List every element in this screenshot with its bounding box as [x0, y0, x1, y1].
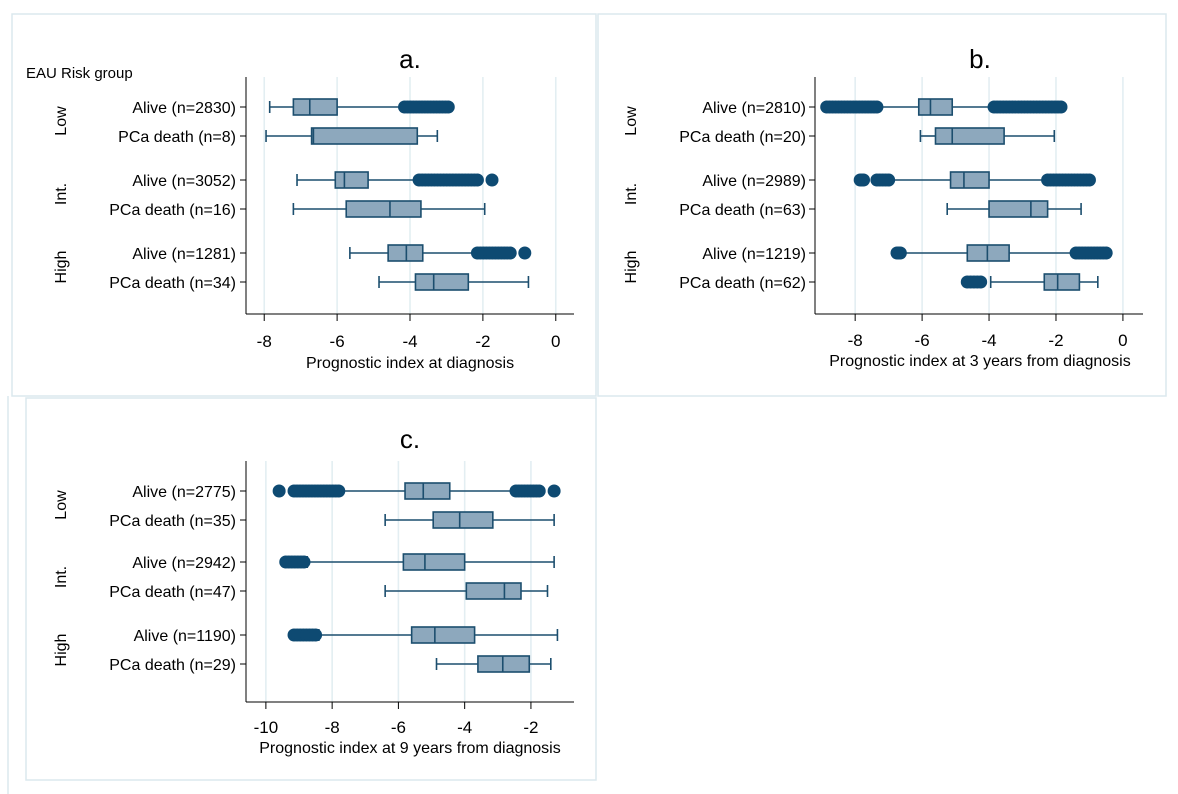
row-label: Alive (n=1219) [702, 246, 806, 263]
outlier-point [272, 484, 286, 498]
x-tick-label: -4 [457, 718, 472, 737]
panel-a: a. EAU Risk group -8 -6 -4 -2 0 Low Alive (n=2… [11, 13, 597, 397]
outlier-point [1082, 173, 1096, 187]
box-iqr [292, 98, 338, 116]
box-iqr [414, 273, 470, 291]
box-iqr [477, 655, 531, 673]
box-iqr [432, 511, 494, 529]
row-label: Alive (n=2830) [132, 100, 236, 117]
row-label: Alive (n=2989) [702, 173, 806, 190]
outlier-point [309, 628, 323, 642]
box-iqr [988, 200, 1049, 218]
outlier-point [1054, 100, 1068, 114]
x-tick-label: 0 [1118, 331, 1127, 350]
group-label-int: Int. [53, 566, 70, 588]
row-label: Alive (n=1281) [132, 246, 236, 263]
box-iqr [1043, 273, 1081, 291]
row-label: PCa death (n=34) [109, 275, 236, 292]
outlier-point [470, 173, 484, 187]
group-label-int: Int. [623, 183, 640, 205]
outlier-point [332, 484, 346, 498]
group-label-high: High [53, 634, 70, 667]
box-iqr [345, 200, 422, 218]
panel-b: b. -8 -6 -4 -2 0 Low Alive (n=2810) PCa death (… [597, 13, 1167, 397]
group-label-low: Low [623, 106, 640, 136]
group-label-low: Low [53, 106, 70, 136]
box-iqr [934, 127, 1005, 145]
row-label: PCa death (n=62) [679, 275, 806, 292]
panel-b-plot: -8 -6 -4 -2 0 Low Alive (n=2810) PCa death (n=2… [623, 77, 1143, 350]
panel-a-title: a. [399, 44, 421, 74]
x-tick-label: -6 [915, 331, 930, 350]
outlier-point [974, 275, 988, 289]
outlier-point [857, 173, 871, 187]
row-label: PCa death (n=63) [679, 202, 806, 219]
x-tick-label: -6 [330, 332, 345, 351]
box-iqr [404, 482, 451, 500]
x-tick-label: -2 [523, 718, 538, 737]
group-label-low: Low [53, 490, 70, 520]
panel-b-frame [597, 13, 1167, 397]
outlier-point [1099, 246, 1113, 260]
outlier-point [882, 173, 896, 187]
panel-c-plot: -10 -8 -6 -4 -2 Low Alive (n=2775) PCa death (n… [53, 461, 574, 737]
row-label: Alive (n=2775) [132, 484, 236, 501]
x-tick-label: -4 [981, 331, 996, 350]
row-label: PCa death (n=20) [679, 129, 806, 146]
row-label: PCa death (n=35) [109, 513, 236, 530]
box-iqr [949, 171, 990, 189]
panel-a-frame [11, 13, 597, 397]
x-tick-label: -4 [402, 332, 417, 351]
box-iqr [410, 626, 476, 644]
row-label: Alive (n=3052) [132, 173, 236, 190]
outlier-point [485, 173, 499, 187]
outlier-point [870, 100, 884, 114]
panel-b-xlabel: Prognostic index at 3 years from diagnos… [829, 353, 1130, 370]
x-tick-label: -8 [325, 718, 340, 737]
group-label-high: High [53, 251, 70, 284]
outlier-point [547, 484, 561, 498]
row-label: Alive (n=1190) [134, 628, 236, 645]
box-iqr [310, 127, 419, 145]
panel-a-xlabel: Prognostic index at diagnosis [306, 355, 514, 372]
box-iqr [917, 98, 954, 116]
outlier-point [503, 246, 517, 260]
row-label: PCa death (n=47) [109, 584, 236, 601]
outlier-point [297, 555, 311, 569]
panel-c-title: c. [400, 424, 420, 454]
outlier-point [893, 246, 907, 260]
x-tick-label: -8 [848, 331, 863, 350]
panel-b-title: b. [969, 44, 991, 74]
box-iqr [334, 171, 369, 189]
outlier-point [441, 100, 455, 114]
x-tick-label: 0 [551, 332, 560, 351]
x-tick-label: -8 [257, 332, 272, 351]
panel-c-xlabel: Prognostic index at 9 years from diagnos… [259, 740, 560, 757]
box-iqr [966, 244, 1010, 262]
x-tick-label: -6 [391, 718, 406, 737]
panel-c: c. -10 -8 -6 -4 -2 Low Alive (n=2775) PCa death… [25, 397, 597, 781]
row-label: PCa death (n=8) [118, 129, 236, 146]
x-tick-label: -2 [475, 332, 490, 351]
row-label: Alive (n=2942) [132, 555, 236, 572]
outlier-point [518, 246, 532, 260]
group-label-int: Int. [53, 183, 70, 205]
outlier-point [532, 484, 546, 498]
row-label: Alive (n=2810) [702, 100, 806, 117]
box-iqr [465, 582, 522, 600]
row-label: PCa death (n=16) [109, 202, 236, 219]
x-tick-label: -2 [1048, 331, 1063, 350]
panel-a-header: EAU Risk group [26, 65, 133, 82]
box-iqr [387, 244, 424, 262]
panel-a-plot: -8 -6 -4 -2 0 Low Alive (n=2830) PCa death (n=8… [53, 77, 574, 351]
x-tick-label: -10 [254, 718, 279, 737]
box-iqr [402, 553, 466, 571]
row-label: PCa death (n=29) [109, 657, 236, 674]
group-label-high: High [623, 251, 640, 284]
